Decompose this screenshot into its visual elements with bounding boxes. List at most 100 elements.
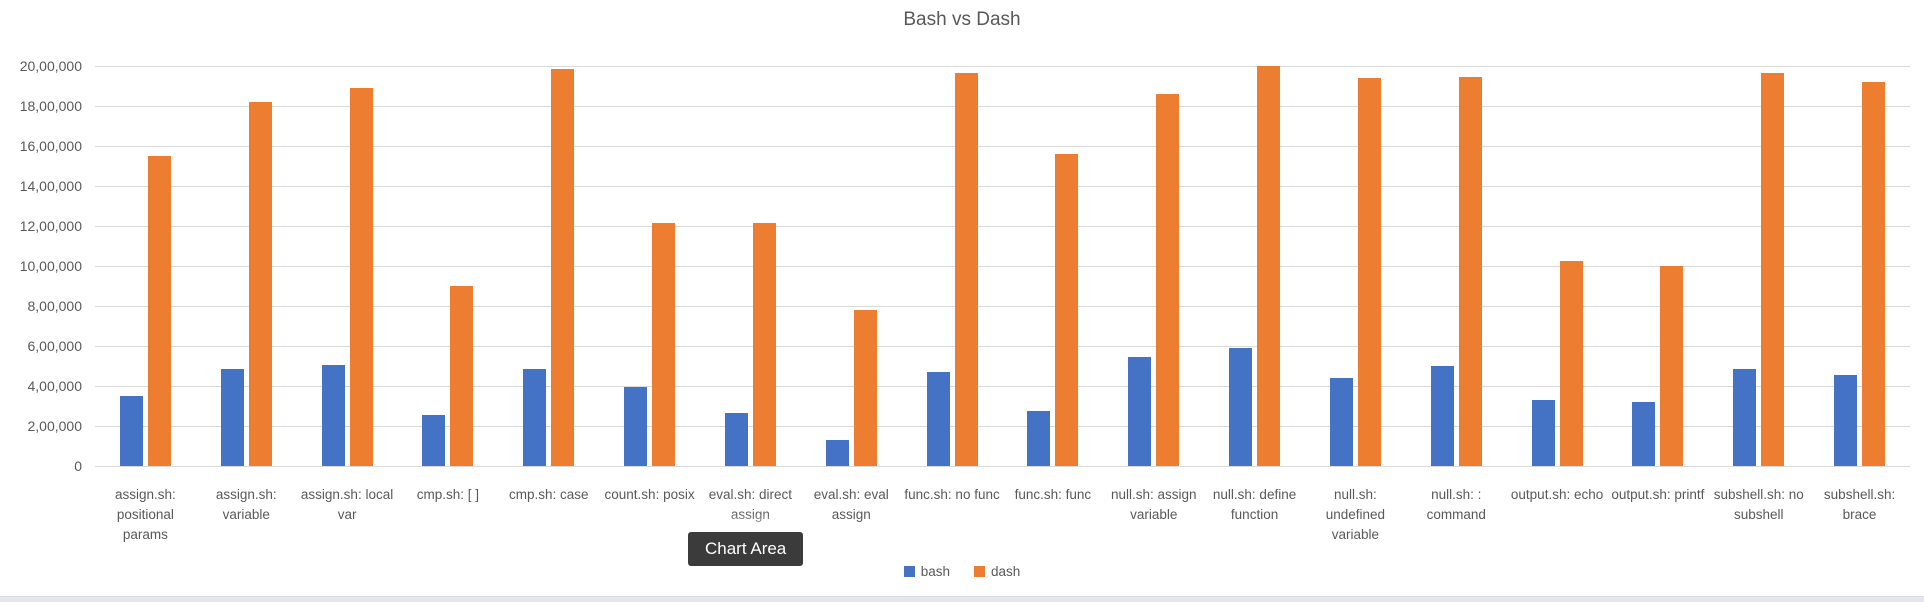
dash-bar[interactable] xyxy=(1660,266,1684,466)
bar-group xyxy=(902,66,1003,466)
gridline xyxy=(95,386,1910,387)
gridline xyxy=(95,146,1910,147)
bash-bar[interactable] xyxy=(624,387,648,466)
dash-bar[interactable] xyxy=(1055,154,1079,466)
gridline xyxy=(95,106,1910,107)
bash-bar[interactable] xyxy=(119,396,143,466)
x-axis-category-label: output.sh: echo xyxy=(1510,487,1604,502)
bar-group xyxy=(1103,66,1204,466)
y-axis-tick-label: 4,00,000 xyxy=(27,378,83,394)
bash-bar[interactable] xyxy=(825,440,849,466)
x-axis-category-label: assign.sh: variable xyxy=(215,487,277,522)
bash-legend-swatch-icon xyxy=(903,566,915,577)
bar-group xyxy=(599,66,700,466)
bash-bar[interactable] xyxy=(1834,375,1858,466)
chart-title[interactable]: Bash vs Dash xyxy=(903,9,1021,30)
bash-bar[interactable] xyxy=(1027,411,1051,466)
bar-group xyxy=(1708,66,1809,466)
dash-bar[interactable] xyxy=(1862,82,1886,466)
dash-bar[interactable] xyxy=(1559,261,1583,466)
bar-group xyxy=(1507,66,1608,466)
bar-group xyxy=(1809,66,1910,466)
bash-bar[interactable] xyxy=(1531,400,1555,466)
x-axis-category-label: count.sh: posix xyxy=(604,487,695,502)
x-axis-category-label: null.sh: define function xyxy=(1212,487,1297,522)
bash-bar[interactable] xyxy=(523,369,547,466)
x-axis-category-label: func.sh: no func xyxy=(904,487,1000,502)
gridline xyxy=(95,306,1910,307)
bash-bar[interactable] xyxy=(422,415,446,466)
gridline xyxy=(95,266,1910,267)
dash-bar[interactable] xyxy=(752,223,776,466)
bar-group xyxy=(1204,66,1305,466)
y-axis-tick-label: 10,00,000 xyxy=(19,258,82,274)
x-axis-category-label: null.sh: assign variable xyxy=(1110,487,1197,522)
chart-area-tooltip: Chart Area xyxy=(688,532,804,566)
dash-bar[interactable] xyxy=(853,310,877,466)
dash-bar[interactable] xyxy=(652,223,676,466)
legend-item-dash[interactable]: dash xyxy=(974,564,1020,579)
dash-bar[interactable] xyxy=(1156,94,1180,466)
y-axis-tick-label: 20,00,000 xyxy=(19,58,82,74)
bash-bar[interactable] xyxy=(1733,369,1757,466)
x-axis-category-label: output.sh: printf xyxy=(1611,487,1705,502)
x-axis-category-label: cmp.sh: [ ] xyxy=(416,487,480,502)
bash-bar[interactable] xyxy=(220,369,244,466)
dash-bar[interactable] xyxy=(349,88,373,466)
dash-bar[interactable] xyxy=(1458,77,1482,466)
dash-bar[interactable] xyxy=(954,73,978,466)
x-axis-category-label: assign.sh: local var xyxy=(300,487,394,522)
legend-label: bash xyxy=(920,564,950,579)
legend-label: dash xyxy=(991,564,1021,579)
y-axis-tick-label: 2,00,000 xyxy=(27,418,83,434)
gridline xyxy=(95,186,1910,187)
bar-group xyxy=(1003,66,1104,466)
bottom-strip xyxy=(0,596,1924,602)
dash-legend-swatch-icon xyxy=(974,566,985,577)
bar-group xyxy=(398,66,499,466)
y-axis-tick-label: 6,00,000 xyxy=(27,338,83,354)
y-axis-tick-label: 18,00,000 xyxy=(19,98,82,114)
dash-bar[interactable] xyxy=(450,286,474,466)
bar-group xyxy=(801,66,902,466)
dash-bar[interactable] xyxy=(1357,78,1381,466)
bash-bar[interactable] xyxy=(724,413,748,466)
bash-bar[interactable] xyxy=(1632,402,1656,466)
x-axis-category-label: eval.sh: eval assign xyxy=(813,487,889,522)
y-axis-tick-label: 14,00,000 xyxy=(19,178,82,194)
bash-bar[interactable] xyxy=(1430,366,1454,466)
dash-bar[interactable] xyxy=(551,69,575,466)
dash-bar[interactable] xyxy=(1257,66,1281,466)
bar-group xyxy=(1406,66,1507,466)
bash-bar[interactable] xyxy=(1229,348,1253,466)
bash-bar[interactable] xyxy=(321,365,345,466)
x-axis-category-label: cmp.sh: case xyxy=(508,487,589,502)
x-axis-category-label: func.sh: func xyxy=(1014,487,1092,502)
dash-bar[interactable] xyxy=(248,102,272,466)
bash-bar[interactable] xyxy=(1128,357,1152,466)
x-axis-category-label: subshell.sh: no subshell xyxy=(1713,487,1804,522)
x-axis-category-label: subshell.sh: brace xyxy=(1823,487,1896,522)
bar-group xyxy=(297,66,398,466)
bar-group xyxy=(1305,66,1406,466)
y-axis-tick-label: 0 xyxy=(74,458,82,474)
bar-group xyxy=(95,66,196,466)
bash-bar[interactable] xyxy=(1329,378,1353,466)
x-axis-category-label: null.sh: undefined variable xyxy=(1325,487,1386,542)
gridline xyxy=(95,426,1910,427)
gridline xyxy=(95,226,1910,227)
bar-group xyxy=(196,66,297,466)
x-axis-category-label: eval.sh: direct assign xyxy=(708,487,793,522)
y-axis-tick-label: 12,00,000 xyxy=(19,218,82,234)
legend: bash dash xyxy=(0,564,1924,579)
x-axis-category-label: null.sh: : command xyxy=(1426,487,1486,522)
y-axis-tick-label: 16,00,000 xyxy=(19,138,82,154)
legend-item-bash[interactable]: bash xyxy=(903,564,950,579)
plot-area[interactable] xyxy=(95,66,1910,467)
dash-bar[interactable] xyxy=(1761,73,1785,466)
bash-bar[interactable] xyxy=(926,372,950,466)
dash-bar[interactable] xyxy=(147,156,171,466)
bar-group xyxy=(1608,66,1709,466)
x-axis-category-label: assign.sh: positional params xyxy=(115,487,176,542)
